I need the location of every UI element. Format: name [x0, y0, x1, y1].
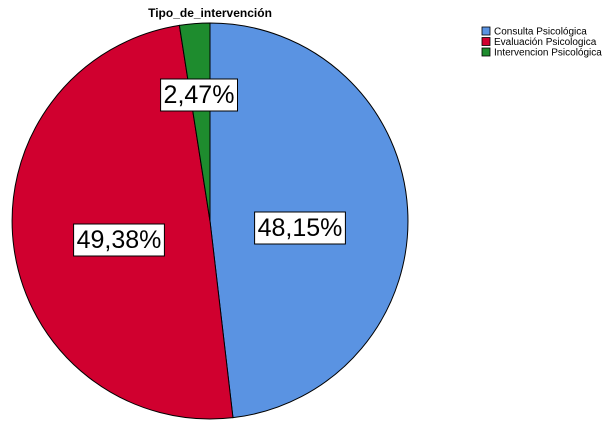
slice-label-box: [160, 78, 239, 112]
slice-label-box: [254, 211, 346, 245]
slice-label-intervencion-psicologica: 2,47%: [160, 78, 239, 112]
pie-slice-evaluacion-psicologica: [11, 24, 234, 420]
slice-label-text: 49,38%: [77, 226, 162, 254]
slice-label-evaluacion-psicologica: 49,38%: [73, 223, 165, 257]
slice-label-text: 2,47%: [164, 81, 235, 109]
legend-swatch: [481, 47, 491, 57]
legend-item-intervencion-psicologica: Intervencion Psicológica: [481, 47, 602, 59]
chart-title: Tipo_de_intervención: [148, 6, 272, 20]
legend-label: Intervencion Psicológica: [494, 48, 602, 59]
legend-label: Consulta Psicológica: [494, 27, 587, 38]
slice-label-consulta-psicologica: 48,15%: [254, 211, 346, 245]
legend-item-evaluacion-psicologica: Evaluación Psicologica: [481, 37, 597, 48]
slice-label-box: [73, 223, 165, 257]
slice-labels: 48,15% 49,38% 2,47%: [73, 78, 346, 257]
pie-slice-intervencion-psicologica: [178, 22, 211, 222]
legend-swatch: [481, 37, 491, 46]
slice-label-text: 48,15%: [258, 214, 343, 242]
legend-swatch: [481, 26, 491, 36]
legend-label: Evaluación Psicologica: [494, 37, 597, 48]
legend-item-consulta-psicologica: Consulta Psicológica: [481, 26, 587, 38]
